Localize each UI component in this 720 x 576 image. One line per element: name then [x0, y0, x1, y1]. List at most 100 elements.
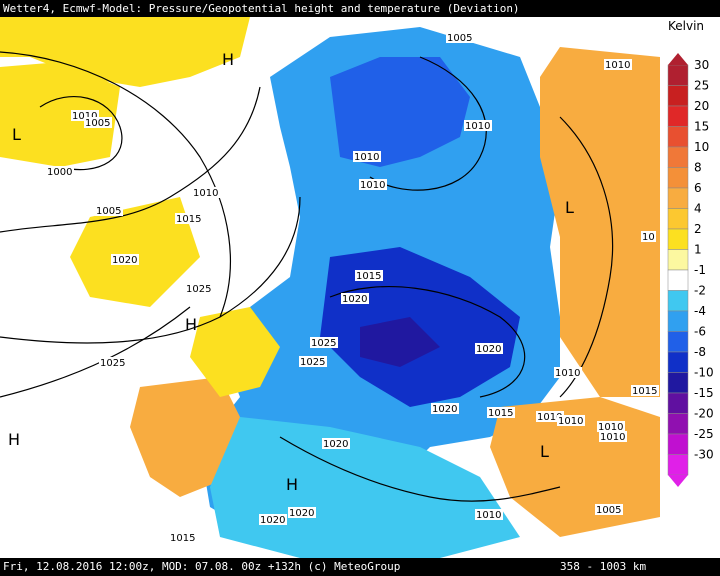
pressure-label: 1010 — [598, 422, 623, 433]
legend-label: 30 — [694, 58, 709, 72]
anomaly-area-iberia-warm — [130, 377, 240, 497]
pressure-label: 1005 — [85, 118, 110, 129]
pressure-label-bg — [487, 407, 515, 418]
pressure-label-bg — [288, 507, 316, 518]
pressure-centers: H L H H L L H — [8, 50, 574, 494]
legend-label: -15 — [694, 386, 714, 400]
legend-label: -1 — [694, 263, 706, 277]
anomaly-area-atlantic-band — [70, 197, 200, 307]
pressure-label: 1020 — [432, 404, 457, 415]
isobar-line — [279, 436, 561, 502]
legend-label: -10 — [694, 366, 714, 380]
pressure-label: 1025 — [300, 357, 325, 368]
pressure-label-bg — [631, 385, 659, 396]
map-title: Wetter4, Ecmwf-Model: Pressure/Geopotent… — [3, 2, 520, 15]
isobar-line — [329, 285, 526, 398]
center-label: L — [565, 198, 574, 217]
pressure-label: 1010 — [354, 152, 379, 163]
pressure-label-bg — [431, 403, 459, 414]
pressure-label: 1010 — [555, 368, 580, 379]
legend-label: 20 — [694, 99, 709, 113]
pressure-label-bg — [310, 337, 338, 348]
pressure-label-bg — [353, 151, 381, 162]
pressure-label: 1020 — [112, 255, 137, 266]
legend-swatch — [667, 85, 689, 107]
weather-map: 1005101010051000100510101015102010251025… — [0, 17, 660, 558]
pressure-label-bg — [84, 117, 112, 128]
legend-swatch — [667, 454, 689, 476]
pressure-label: 1010 — [465, 121, 490, 132]
pressure-label-bg — [99, 357, 127, 368]
pressure-label: 1020 — [260, 515, 285, 526]
legend-label: -4 — [694, 304, 706, 318]
legend-label: -20 — [694, 407, 714, 421]
legend-label: -8 — [694, 345, 706, 359]
pressure-label-bg — [597, 421, 625, 432]
legend-label: 6 — [694, 181, 702, 195]
legend-swatch — [667, 167, 689, 189]
model-run-info: Fri, 12.08.2016 12:00z, MOD: 07.08. 00z … — [3, 560, 401, 573]
pressure-label-bg — [46, 166, 74, 177]
pressure-label: 1010 — [193, 188, 218, 199]
legend-label: 10 — [694, 140, 709, 154]
pressure-label: 1005 — [447, 33, 472, 44]
isobar-line — [0, 51, 232, 318]
pressure-label: 1010 — [605, 60, 630, 71]
legend-swatch — [667, 64, 689, 86]
pressure-label: 1015 — [170, 533, 195, 544]
pressure-label: 1020 — [323, 439, 348, 450]
legend-bottom-arrow — [668, 475, 688, 487]
legend-unit: Kelvin — [668, 19, 705, 33]
pressure-label-bg — [595, 504, 623, 515]
center-label: H — [222, 50, 234, 69]
anomaly-area-iceland-warm — [0, 62, 120, 167]
pressure-label: 1015 — [176, 214, 201, 225]
legend-swatch — [667, 126, 689, 148]
pressure-label-bg — [557, 415, 585, 426]
center-label: L — [540, 442, 549, 461]
anomaly-area-mediterranean — [210, 417, 520, 558]
footer-bar: Fri, 12.08.2016 12:00z, MOD: 07.08. 00z … — [0, 558, 720, 576]
legend-label: 15 — [694, 120, 709, 134]
isobar-line — [39, 96, 123, 171]
pressure-label: 1025 — [186, 284, 211, 295]
pressure-label-bg — [341, 293, 369, 304]
isobar-line — [0, 196, 301, 344]
legend-label: -25 — [694, 427, 714, 441]
pressure-label-bg — [175, 213, 203, 224]
pressure-label-bg — [446, 32, 474, 43]
legend-label: 1 — [694, 243, 702, 257]
pressure-label-bg — [192, 187, 220, 198]
pressure-label: 1025 — [100, 358, 125, 369]
legend-top-arrow — [668, 53, 688, 65]
center-label: H — [185, 315, 197, 334]
pressure-label: 1000 — [47, 167, 72, 178]
center-label: H — [286, 475, 298, 494]
legend-label: 25 — [694, 79, 709, 93]
pressure-label-bg — [599, 431, 627, 442]
legend-swatch — [667, 392, 689, 414]
pressure-label: 1010 — [476, 510, 501, 521]
pressure-label-bg — [299, 356, 327, 367]
legend-swatch — [667, 187, 689, 209]
isobar-line — [369, 56, 487, 191]
center-label: H — [8, 430, 20, 449]
pressure-label: 1010 — [600, 432, 625, 443]
anomaly-area-russia-warm — [540, 47, 660, 397]
legend-swatch — [667, 105, 689, 127]
pressure-label: 1010 — [72, 111, 97, 122]
map-scale: 358 - 1003 km — [560, 560, 647, 573]
anomaly-area-alps-very-cold — [360, 317, 440, 367]
pressure-label: 1010 — [360, 180, 385, 191]
pressure-label: 1015 — [632, 386, 657, 397]
pressure-label-bg — [259, 514, 287, 525]
pressure-label-bg — [464, 120, 492, 131]
pressure-label: 1020 — [289, 508, 314, 519]
anomaly-area-france-warm — [190, 307, 280, 397]
legend-swatch — [667, 208, 689, 230]
isobar-line — [0, 86, 261, 233]
legend-swatch — [667, 351, 689, 373]
pressure-label-bg — [111, 254, 139, 265]
pressure-label: 1015 — [356, 271, 381, 282]
pressure-label: 1010 — [537, 412, 562, 423]
